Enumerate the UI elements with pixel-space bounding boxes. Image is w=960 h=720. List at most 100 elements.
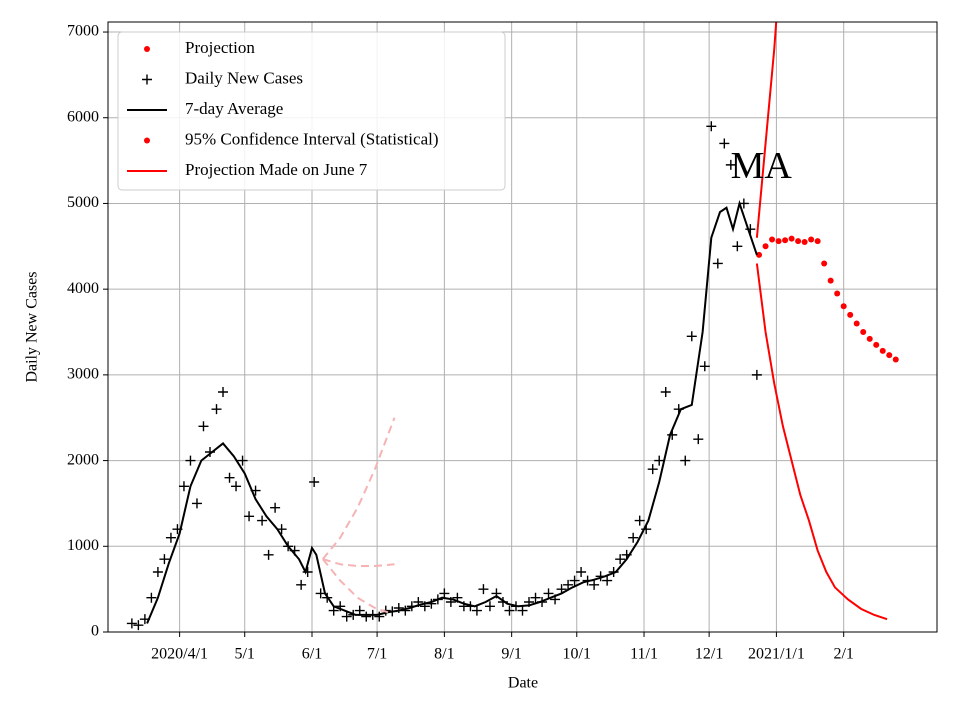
case-marker bbox=[133, 620, 144, 631]
case-marker bbox=[309, 477, 320, 488]
case-marker bbox=[237, 455, 248, 466]
projection-dot bbox=[827, 277, 834, 284]
series-line bbox=[146, 199, 758, 624]
projection-dot bbox=[821, 260, 828, 267]
annotation: MA bbox=[731, 145, 793, 187]
x-tick-label: 5/1 bbox=[234, 646, 254, 663]
case-marker bbox=[165, 532, 176, 543]
x-tick-label: 2/1 bbox=[833, 646, 853, 663]
case-marker bbox=[543, 588, 554, 599]
projection-dot bbox=[775, 238, 782, 245]
case-marker bbox=[647, 464, 658, 475]
x-tick-label: 11/1 bbox=[630, 646, 658, 663]
series-line bbox=[755, 263, 888, 621]
projection-dot bbox=[866, 335, 873, 342]
x-tick-label: 10/1 bbox=[563, 646, 591, 663]
legend-box bbox=[117, 31, 506, 191]
y-tick-label: 0 bbox=[91, 623, 99, 640]
projection-dot bbox=[860, 329, 867, 336]
x-tick-label: 2021/1/1 bbox=[748, 646, 805, 663]
case-marker bbox=[589, 579, 600, 590]
y-tick-label: 7000 bbox=[67, 23, 99, 40]
projection-dot bbox=[853, 320, 860, 327]
projection-dot bbox=[801, 239, 808, 246]
case-marker bbox=[218, 387, 229, 398]
legend-label: Projection Made on June 7 bbox=[185, 160, 368, 179]
case-marker bbox=[693, 434, 704, 445]
case-marker bbox=[211, 404, 222, 415]
case-marker bbox=[719, 138, 730, 149]
projection-dot bbox=[834, 290, 841, 297]
case-marker bbox=[484, 601, 495, 612]
projection-dot bbox=[840, 303, 847, 310]
y-tick-label: 5000 bbox=[67, 194, 99, 211]
case-marker bbox=[146, 592, 157, 603]
case-marker bbox=[341, 611, 352, 622]
legend-marker bbox=[144, 46, 150, 52]
x-tick-label: 8/1 bbox=[434, 646, 454, 663]
x-tick-label: 6/1 bbox=[302, 646, 322, 663]
y-tick-label: 2000 bbox=[67, 451, 99, 468]
case-marker bbox=[576, 567, 587, 578]
case-marker bbox=[302, 567, 313, 578]
plot-area bbox=[126, 22, 899, 631]
case-marker bbox=[178, 481, 189, 492]
projection-dot bbox=[762, 243, 769, 250]
case-marker bbox=[374, 611, 385, 622]
x-axis-label: Date bbox=[508, 675, 538, 692]
case-marker bbox=[185, 455, 196, 466]
case-marker bbox=[654, 455, 665, 466]
case-marker bbox=[224, 472, 235, 483]
case-marker bbox=[660, 387, 671, 398]
case-marker bbox=[263, 549, 274, 560]
case-marker bbox=[296, 579, 307, 590]
case-marker bbox=[602, 575, 613, 586]
series-line bbox=[322, 558, 395, 568]
case-marker bbox=[615, 554, 626, 565]
case-marker bbox=[686, 331, 697, 342]
x-tick-label: 9/1 bbox=[501, 646, 521, 663]
case-marker bbox=[198, 421, 209, 432]
legend: Projection Daily New Cases 7-day Average 95… bbox=[117, 31, 506, 191]
case-marker bbox=[517, 605, 528, 616]
y-tick-label: 6000 bbox=[67, 108, 99, 125]
plot-frame bbox=[107, 21, 938, 633]
case-marker bbox=[680, 455, 691, 466]
case-marker bbox=[751, 369, 762, 380]
case-marker bbox=[191, 498, 202, 509]
projection-dot bbox=[847, 311, 854, 318]
case-marker bbox=[231, 481, 242, 492]
legend-marker bbox=[142, 74, 152, 85]
case-marker bbox=[706, 121, 717, 132]
projection-dot bbox=[886, 352, 893, 359]
series-line bbox=[322, 417, 396, 560]
case-marker bbox=[126, 618, 137, 629]
x-tick-label: 7/1 bbox=[367, 646, 387, 663]
case-marker bbox=[634, 515, 645, 526]
legend-marker bbox=[144, 137, 150, 144]
legend-label: 95% Confidence Interval (Statistical) bbox=[185, 129, 439, 148]
projection-dot bbox=[769, 236, 776, 243]
projection-dot bbox=[756, 251, 763, 258]
case-marker bbox=[439, 588, 450, 599]
case-marker bbox=[530, 592, 541, 603]
case-marker bbox=[478, 584, 489, 595]
case-marker bbox=[471, 605, 482, 616]
case-marker bbox=[361, 611, 372, 622]
projection-dot bbox=[814, 238, 821, 245]
projection-dot bbox=[873, 341, 880, 348]
y-tick-label: 1000 bbox=[67, 537, 99, 554]
case-marker bbox=[569, 575, 580, 586]
case-marker bbox=[699, 361, 710, 372]
case-marker bbox=[257, 515, 268, 526]
y-tick-label: 3000 bbox=[67, 366, 99, 383]
legend-label: Projection bbox=[185, 38, 255, 57]
x-tick-label: 2020/4/1 bbox=[151, 646, 208, 663]
case-marker bbox=[563, 579, 574, 590]
case-marker bbox=[504, 605, 515, 616]
y-tick-label: 4000 bbox=[67, 280, 99, 297]
series-line bbox=[755, 22, 778, 238]
projection-dot bbox=[808, 236, 815, 243]
case-marker bbox=[628, 532, 639, 543]
